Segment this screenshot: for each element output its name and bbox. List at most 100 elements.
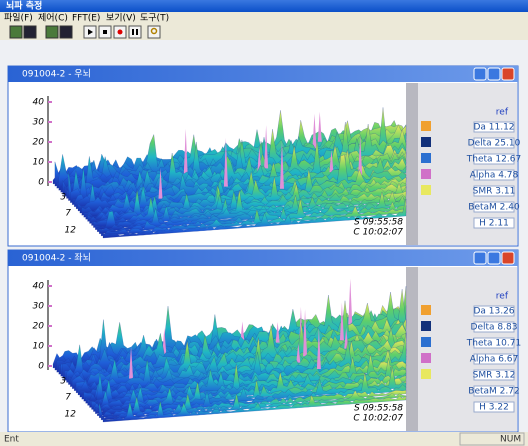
toolbar — [0, 24, 528, 40]
legend-label: SMR 3.12 — [473, 371, 516, 381]
status-right: NUM — [500, 435, 521, 445]
save-button-2[interactable] — [59, 25, 73, 39]
z-tick-label: 10 — [33, 342, 45, 352]
legend-box — [473, 385, 515, 397]
menu-item[interactable]: 파일(F) — [4, 13, 33, 24]
legend-chip — [421, 121, 431, 131]
z-tick-label: 0 — [38, 178, 44, 188]
app-title: 뇌파 측정 — [6, 0, 42, 12]
window-title: 091004-2 - 좌뇌 — [22, 253, 91, 264]
legend-header: ref — [496, 108, 509, 118]
surface-peak — [316, 327, 321, 370]
surface-peak — [358, 135, 363, 175]
maximize-button[interactable] — [487, 251, 501, 265]
legend-chip — [421, 353, 431, 363]
status-panel — [459, 432, 525, 446]
z-tick-label: 20 — [33, 322, 45, 332]
open-button-2[interactable] — [45, 25, 59, 39]
plot-separator — [406, 267, 418, 431]
open-button[interactable] — [9, 25, 23, 39]
legend-box — [473, 401, 515, 413]
z-tick-label: 0 — [38, 362, 44, 372]
minimize-button[interactable] — [473, 67, 487, 81]
y-tick-label: 12 — [65, 226, 77, 236]
spectrum-surface — [52, 278, 407, 423]
status-bar — [0, 432, 528, 446]
close-button[interactable] — [501, 67, 515, 81]
legend-chip — [421, 305, 431, 315]
legend-label: SMR 3.11 — [473, 187, 516, 197]
legend-chip — [421, 321, 431, 331]
legend-box — [473, 321, 515, 333]
z-tick-label: 20 — [33, 138, 45, 148]
help-button[interactable] — [147, 25, 161, 39]
legend-box — [473, 369, 515, 381]
y-tick-label: 7 — [65, 209, 71, 219]
window-title-bar — [8, 250, 518, 266]
legend-box — [473, 169, 515, 181]
legend-label: Da 11.12 — [473, 123, 514, 133]
surface-peak — [329, 149, 334, 173]
surface-peak — [303, 309, 308, 357]
surface-peak — [348, 278, 353, 325]
legend-label: Delta 25.10 — [468, 139, 521, 149]
record-icon — [117, 29, 123, 35]
surface-row — [102, 198, 407, 239]
surface-peak — [162, 327, 167, 355]
surface-peak — [275, 321, 280, 343]
z-tick-label: 30 — [33, 118, 45, 128]
legend-label: BetaM 2.40 — [468, 203, 520, 213]
menu-item[interactable]: FFT(E) — [72, 14, 100, 24]
legend-label: Theta 10.71 — [466, 339, 521, 349]
surface-peak — [339, 302, 344, 341]
legend-box — [473, 201, 515, 213]
pause-icon — [136, 29, 138, 35]
time-start: S 09:55:58 — [354, 404, 403, 414]
y-tick-label: 3 — [60, 193, 66, 203]
legend-label: Theta 12.67 — [466, 155, 521, 165]
help-icon — [150, 27, 158, 35]
time-current: C 10:02:07 — [353, 228, 403, 238]
legend-chip — [421, 337, 431, 347]
legend-chip — [421, 153, 431, 163]
surface-peak — [317, 111, 322, 142]
pause-icon — [132, 29, 134, 35]
child-window: 091004-2 - 우뇌 40 30 20 10 0 3 7 12 S 09:55:58C 10… — [7, 65, 521, 247]
legend-chip — [421, 185, 431, 195]
legend-box — [473, 185, 515, 197]
y-tick-label: 12 — [65, 410, 77, 420]
legend-label: Alpha 4.78 — [470, 171, 519, 181]
legend-label: Alpha 6.67 — [470, 355, 519, 365]
time-current: C 10:02:07 — [353, 414, 403, 424]
menu-item[interactable]: 도구(T) — [140, 13, 169, 24]
menu-item[interactable]: 보기(V) — [106, 13, 136, 24]
z-tick-label: 10 — [33, 158, 45, 168]
save-button[interactable] — [23, 25, 37, 39]
surface-peak — [296, 343, 301, 363]
legend-box — [473, 121, 515, 133]
minimize-button[interactable] — [473, 251, 487, 265]
legend-label: Delta 8.83 — [471, 323, 518, 333]
surface-peak — [158, 167, 163, 199]
surface-row — [102, 395, 407, 423]
maximize-button[interactable] — [487, 67, 501, 81]
legend-label: H 2.11 — [479, 219, 509, 229]
menu-bar — [0, 12, 528, 24]
z-tick-label: 40 — [33, 282, 45, 292]
legend-box — [473, 153, 515, 165]
child-window: 091004-2 - 좌뇌 40 30 20 10 0 3 7 12 S 09:55:58C 10… — [7, 249, 521, 433]
surface-peak — [129, 346, 134, 379]
time-start: S 09:55:58 — [354, 218, 403, 228]
pause-button[interactable] — [128, 25, 142, 39]
y-tick-label: 3 — [60, 377, 66, 387]
legend-chip — [421, 169, 431, 179]
play-icon — [88, 29, 93, 35]
close-button[interactable] — [501, 251, 515, 265]
z-tick-label: 30 — [33, 302, 45, 312]
menu-item[interactable]: 제어(C) — [38, 13, 68, 24]
surface-peak — [183, 128, 188, 176]
legend-box — [473, 337, 515, 349]
legend-box — [473, 353, 515, 365]
legend-label: H 3.22 — [479, 403, 509, 413]
